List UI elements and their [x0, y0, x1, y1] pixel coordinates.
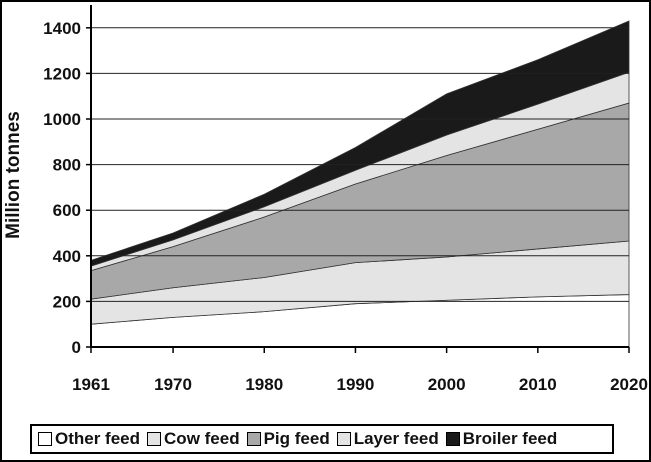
- tick-layer: 0 200 400 600 800 1000 1200 1400 1961 1970 1980 199…: [43, 19, 648, 394]
- x-tick-label: 1970: [154, 375, 192, 394]
- legend-item-cow-feed: Cow feed: [147, 429, 240, 449]
- legend-swatch: [38, 432, 52, 446]
- legend-swatch: [147, 432, 162, 446]
- legend-label: Broiler feed: [462, 429, 558, 448]
- legend: Other feed Cow feed Pig feed Layer feed Broi…: [30, 424, 614, 454]
- y-tick-label: 200: [53, 292, 81, 311]
- legend-item-other-feed: Other feed: [38, 429, 140, 449]
- legend-label: Cow feed: [164, 429, 240, 448]
- axes-layer: [90, 5, 629, 348]
- legend-label: Other feed: [55, 429, 141, 448]
- y-tick-label: 1000: [43, 110, 81, 129]
- area-layer: [90, 20, 630, 348]
- grid-layer: [91, 27, 629, 302]
- y-tick-label: 800: [53, 156, 81, 175]
- x-tick-label: 1980: [245, 375, 283, 394]
- x-tick-label: 2000: [428, 375, 466, 394]
- y-tick-label: 600: [53, 201, 81, 220]
- legend-item-pig-feed: Pig feed: [246, 429, 330, 449]
- x-tick-label: 2010: [519, 375, 557, 394]
- x-tick-label: 1990: [337, 375, 375, 394]
- legend-label: Pig feed: [263, 429, 330, 448]
- legend-swatch: [445, 432, 460, 446]
- x-tick-label: 1961: [72, 375, 110, 394]
- y-tick-label: 1400: [43, 19, 81, 38]
- y-tick-label: 0: [72, 338, 81, 357]
- y-tick-label: 1200: [43, 64, 81, 83]
- legend-item-broiler-feed: Broiler feed: [445, 429, 558, 449]
- legend-swatch: [336, 432, 351, 446]
- y-tick-label: 400: [53, 247, 81, 266]
- legend-label: Layer feed: [353, 429, 439, 448]
- y-axis-label: Million tonnes: [3, 111, 24, 239]
- area-broiler-feed: [90, 20, 630, 267]
- legend-item-layer-feed: Layer feed: [336, 429, 439, 449]
- x-tick-label: 2020: [610, 375, 648, 394]
- legend-swatch: [246, 432, 261, 446]
